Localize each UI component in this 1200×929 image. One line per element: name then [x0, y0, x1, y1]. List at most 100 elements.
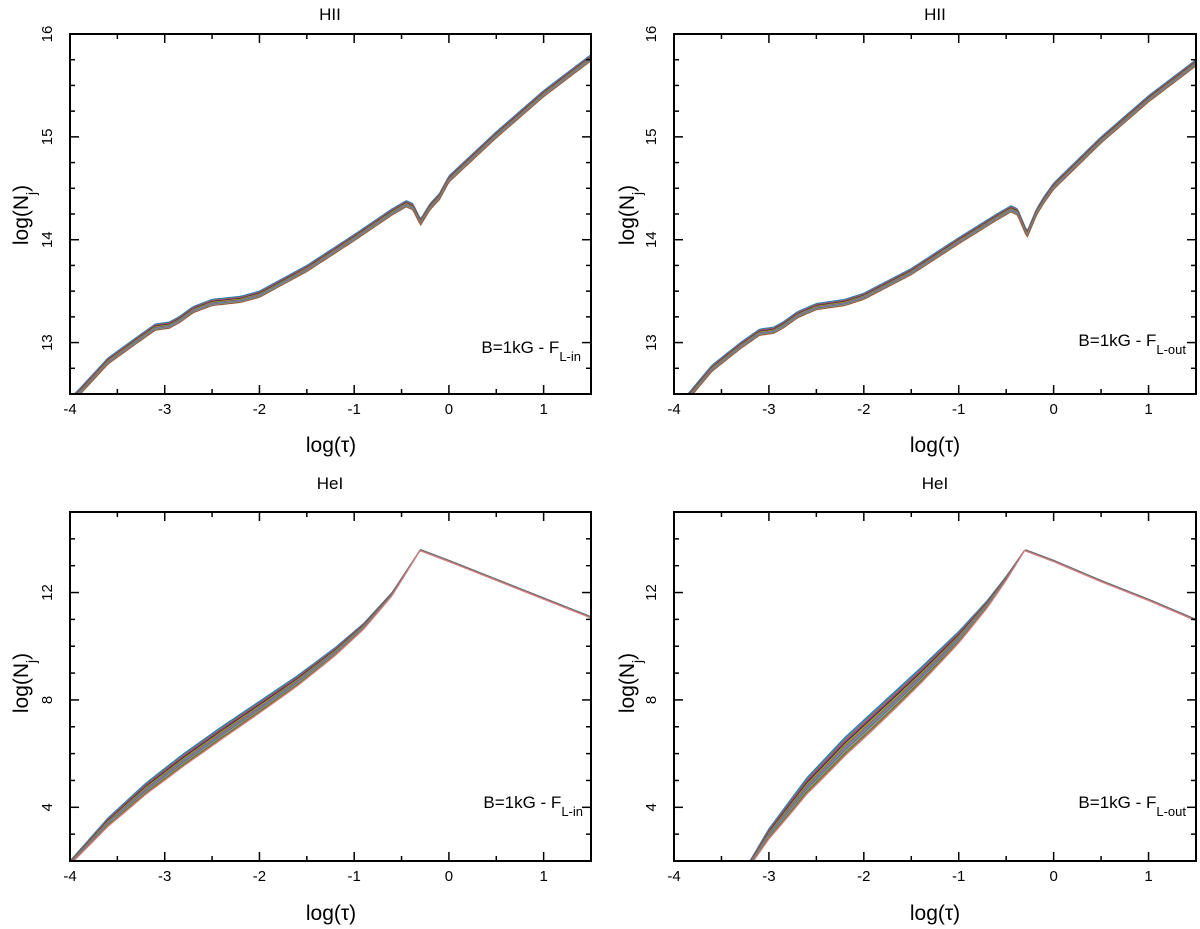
- x-tick-label: -2: [253, 868, 266, 885]
- y-axis-label: log(Nj): [616, 653, 645, 713]
- panel-hei-lin: HeI log(τ) log(Nj) B=1kG - FL-in -4 -3 -2 -…: [10, 474, 592, 925]
- series-line: [750, 549, 1196, 861]
- curve-band: [749, 549, 1196, 861]
- series-line: [750, 550, 1196, 861]
- legend-annotation: B=1kG - FL-out: [1078, 793, 1186, 819]
- series-line: [749, 549, 1196, 861]
- series-line: [752, 550, 1196, 861]
- series-line: [79, 59, 591, 394]
- x-axis-label: log(τ): [306, 434, 356, 457]
- panel-hii-lin: HII log(τ) log(Nj) B=1kG - FL-in -4 -3 -2 -…: [10, 5, 592, 457]
- x-tick-label: -2: [857, 868, 870, 885]
- series-line: [70, 549, 591, 861]
- series-line: [74, 55, 591, 394]
- panel-title: HII: [924, 5, 946, 24]
- x-tick-label: -4: [667, 868, 680, 885]
- series-line: [77, 58, 591, 394]
- x-axis-label: log(τ): [306, 902, 356, 925]
- y-tick-label: 13: [643, 334, 660, 351]
- x-tick-label: -1: [952, 401, 965, 418]
- panel-hii-lout: HII log(τ) log(Nj) B=1kG - FL-out -4 -3 -2…: [616, 5, 1197, 457]
- x-tick-label: -1: [952, 868, 965, 885]
- x-tick-label: 1: [539, 868, 547, 885]
- y-tick-label: 16: [39, 26, 56, 43]
- y-tick-label: 12: [39, 584, 56, 601]
- legend-annotation: B=1kG - FL-in: [483, 793, 583, 819]
- x-axis-label: log(τ): [910, 902, 960, 925]
- series-line: [751, 550, 1196, 861]
- series-line: [749, 549, 1196, 861]
- series-line: [70, 549, 591, 861]
- x-tick-label: -4: [667, 401, 680, 418]
- curve-band: [687, 59, 1196, 394]
- series-line: [691, 64, 1196, 394]
- series-line: [72, 550, 591, 861]
- series-line: [752, 550, 1196, 861]
- series-line: [75, 55, 591, 394]
- panel-hei-lout: HeI log(τ) log(Nj) B=1kG - FL-out -4 -3 -2…: [616, 474, 1197, 925]
- curve-band: [73, 54, 591, 394]
- series-line: [70, 549, 591, 861]
- series-line: [71, 549, 591, 861]
- y-tick-label: 16: [643, 26, 660, 43]
- series-line: [690, 63, 1196, 394]
- series-line: [70, 549, 591, 861]
- series-line: [687, 59, 1196, 394]
- series-line: [76, 57, 591, 394]
- x-tick-label: 0: [445, 868, 453, 885]
- series-line: [688, 60, 1196, 394]
- x-tick-label: -2: [857, 401, 870, 418]
- x-tick-label: 1: [1144, 868, 1152, 885]
- series-line: [689, 62, 1196, 394]
- series-line: [78, 59, 591, 394]
- series-line: [71, 549, 591, 861]
- x-tick-label: 0: [1049, 868, 1057, 885]
- y-tick-label: 12: [643, 584, 660, 601]
- panel-title: HII: [319, 5, 341, 24]
- series-line: [752, 550, 1196, 861]
- series-line: [77, 58, 591, 394]
- x-tick-label: -4: [63, 401, 76, 418]
- x-tick-label: 0: [1049, 401, 1057, 418]
- y-tick-label: 13: [39, 334, 56, 351]
- series-line: [688, 60, 1196, 394]
- series-line: [751, 550, 1196, 861]
- y-tick-label: 8: [39, 696, 56, 704]
- y-tick-label: 15: [643, 129, 660, 146]
- x-tick-label: -2: [253, 401, 266, 418]
- y-axis-label: log(Nj): [10, 185, 39, 245]
- legend-annotation: B=1kG - FL-out: [1078, 331, 1186, 357]
- x-tick-label: 1: [539, 401, 547, 418]
- series-line: [688, 61, 1196, 394]
- series-line: [691, 64, 1196, 394]
- y-tick-label: 4: [643, 803, 660, 811]
- x-tick-label: 1: [1144, 401, 1152, 418]
- x-tick-label: 0: [445, 401, 453, 418]
- series-line: [750, 549, 1196, 861]
- y-tick-label: 14: [39, 231, 56, 248]
- series-line: [751, 550, 1196, 861]
- x-tick-label: -4: [63, 868, 76, 885]
- x-tick-label: -3: [762, 401, 775, 418]
- x-tick-label: -3: [762, 868, 775, 885]
- x-tick-label: -1: [348, 401, 361, 418]
- x-axis-label: log(τ): [910, 434, 960, 457]
- x-tick-label: -1: [348, 868, 361, 885]
- panel-title: HeI: [922, 474, 948, 493]
- series-line: [72, 550, 591, 861]
- series-line: [690, 63, 1196, 394]
- series-line: [79, 60, 591, 394]
- series-line: [687, 59, 1196, 394]
- series-line: [73, 54, 591, 394]
- plot-frame: [69, 511, 592, 862]
- series-line: [75, 56, 591, 394]
- series-line: [692, 65, 1196, 394]
- curve-band: [70, 548, 591, 861]
- series-line: [70, 548, 591, 861]
- series-line: [72, 550, 591, 861]
- series-line: [749, 549, 1196, 861]
- y-tick-label: 15: [39, 129, 56, 146]
- series-line: [689, 62, 1196, 394]
- panel-title: HeI: [317, 474, 343, 493]
